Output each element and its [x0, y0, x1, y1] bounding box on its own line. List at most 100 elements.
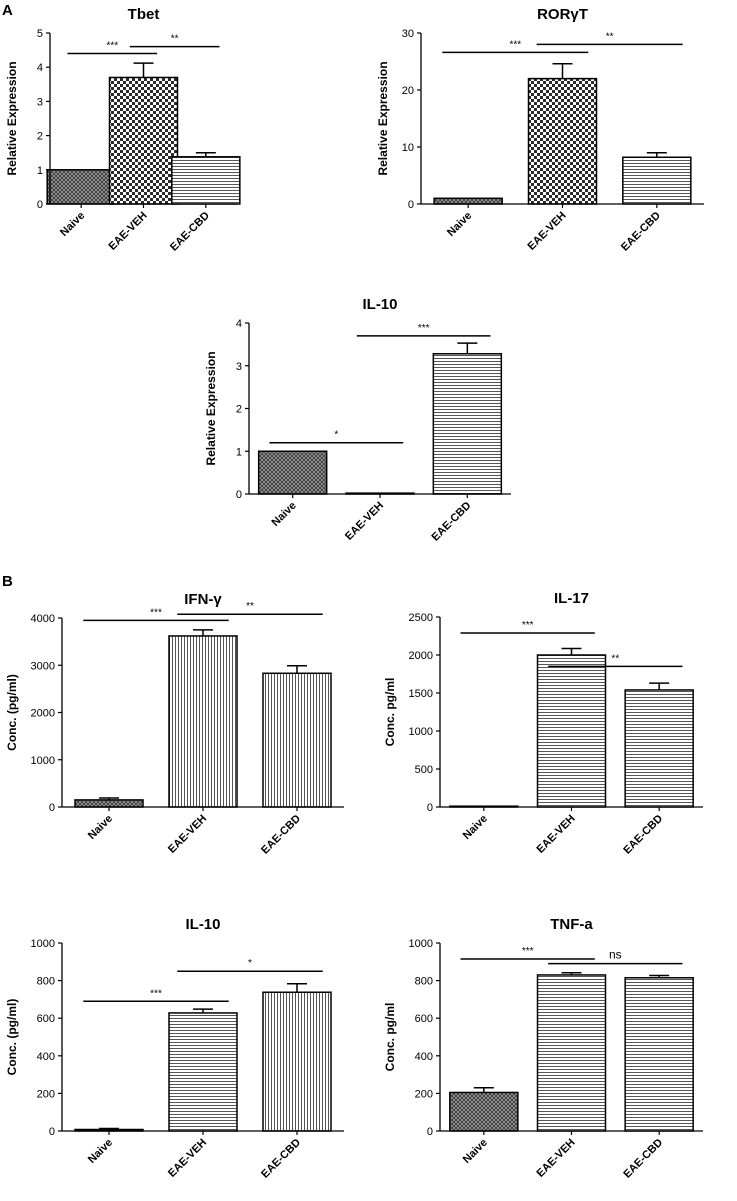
- significance-label: **: [611, 653, 619, 664]
- y-tick-label: 0: [236, 489, 242, 501]
- chart-5: IL-17 Conc. pg/ml 0 500 1000 1500 2000 2500 Naiv…: [383, 590, 703, 857]
- x-tick-label: EAE-VEH: [535, 813, 578, 856]
- x-tick-label: Naive: [86, 1137, 115, 1166]
- chart-3: IL-10 Relative Expression 0 1 2 3 4 Naive EAE-VE…: [204, 296, 511, 544]
- y-axis-label: Relative Expression: [204, 351, 218, 465]
- bar: [74, 799, 144, 808]
- x-tick-label: EAE-CBD: [259, 813, 303, 857]
- bar: [257, 450, 328, 495]
- x-tick-label: Naive: [270, 500, 299, 529]
- x-tick-label: EAE-CBD: [168, 210, 212, 254]
- y-tick-label: 1: [236, 446, 242, 458]
- y-tick-label: 1500: [409, 688, 433, 700]
- x-tick-label: EAE-VEH: [166, 813, 209, 856]
- y-tick-label: 3: [236, 361, 242, 373]
- y-tick-label: 2: [37, 131, 43, 143]
- chart-title: IL-10: [362, 296, 397, 313]
- y-axis-label: Conc. (pg/ml): [5, 674, 19, 751]
- y-tick-label: 1: [37, 165, 43, 177]
- significance-label: ***: [418, 323, 430, 334]
- y-tick-label: 800: [415, 976, 433, 988]
- x-tick-label: EAE-VEH: [535, 1137, 578, 1180]
- x-tick-label: EAE-VEH: [107, 210, 150, 253]
- x-tick-label: EAE-VEH: [526, 210, 569, 253]
- y-tick-label: 600: [415, 1013, 433, 1025]
- y-tick-label: 600: [37, 1013, 55, 1025]
- y-tick-label: 0: [427, 802, 433, 814]
- chart-title: Tbet: [128, 6, 160, 23]
- x-tick-label: EAE-CBD: [621, 813, 665, 857]
- y-tick-label: 5: [37, 28, 43, 40]
- y-tick-label: 200: [415, 1088, 433, 1100]
- y-tick-label: 200: [37, 1088, 55, 1100]
- y-tick-label: 10: [402, 142, 414, 154]
- y-tick-label: 2000: [409, 650, 433, 662]
- significance-label: ***: [509, 39, 521, 50]
- y-tick-label: 3000: [31, 660, 55, 672]
- significance-label: ***: [150, 988, 162, 999]
- y-tick-label: 0: [49, 1126, 55, 1138]
- y-tick-label: 800: [37, 976, 55, 988]
- x-tick-label: Naive: [58, 210, 87, 239]
- y-axis-label: Conc. (pg/ml): [5, 999, 19, 1076]
- x-tick-label: Naive: [461, 1137, 490, 1166]
- x-tick-label: EAE-VEH: [166, 1137, 209, 1180]
- bar: [433, 197, 503, 205]
- significance-label: ***: [522, 620, 534, 631]
- bar: [624, 689, 694, 808]
- x-tick-label: Naive: [445, 210, 474, 239]
- significance-label: ***: [522, 946, 534, 957]
- significance-label: **: [246, 601, 254, 612]
- chart-6: IL-10 Conc. (pg/ml) 0 200 400 600 800 1000 Naive…: [5, 916, 344, 1181]
- chart-4: IFN-γ Conc. (pg/ml) 0 1000 2000 3000 4000 Naive…: [5, 591, 344, 857]
- bar: [622, 156, 692, 205]
- y-tick-label: 1000: [31, 755, 55, 767]
- y-tick-label: 2: [236, 404, 242, 416]
- significance-label: *: [334, 430, 338, 441]
- significance-label: ***: [150, 607, 162, 618]
- bar: [527, 77, 598, 205]
- y-tick-label: 0: [49, 802, 55, 814]
- chart-1: Tbet Relative Expression 0 1 2 3 4 5 Naive EAE-VE…: [5, 6, 241, 254]
- bar: [432, 353, 503, 495]
- chart-title: IFN-γ: [184, 591, 222, 608]
- y-axis-label: Conc. pg/ml: [383, 678, 397, 747]
- bar: [624, 977, 694, 1132]
- y-tick-label: 20: [402, 85, 414, 97]
- chart-title: RORγT: [537, 6, 588, 23]
- x-tick-label: EAE-VEH: [343, 500, 386, 543]
- y-tick-label: 0: [427, 1126, 433, 1138]
- y-tick-label: 4000: [31, 613, 55, 625]
- x-tick-label: EAE-CBD: [621, 1137, 665, 1181]
- bar: [449, 1091, 519, 1132]
- panel-label-a: A: [2, 2, 13, 19]
- significance-label: ns: [609, 948, 622, 962]
- bar: [171, 156, 241, 205]
- y-tick-label: 2500: [409, 612, 433, 624]
- bar: [168, 635, 238, 808]
- bar: [46, 169, 116, 205]
- x-tick-label: EAE-CBD: [619, 210, 663, 254]
- y-tick-label: 0: [37, 199, 43, 211]
- y-tick-label: 2000: [31, 708, 55, 720]
- significance-label: ***: [106, 41, 118, 52]
- chart-2: RORγT Relative Expression 0 10 20 30 Naive EAE-…: [376, 6, 704, 254]
- chart-7: TNF-a Conc. pg/ml 0 200 400 600 800 1000 Naive EA…: [383, 916, 703, 1181]
- y-tick-label: 400: [415, 1051, 433, 1063]
- y-tick-label: 1000: [409, 938, 433, 950]
- chart-title: TNF-a: [550, 916, 593, 933]
- significance-label: **: [606, 31, 614, 42]
- significance-label: *: [248, 958, 252, 969]
- chart-title: IL-10: [185, 916, 220, 933]
- bar: [262, 991, 332, 1132]
- chart-title: IL-17: [554, 590, 589, 607]
- bar: [536, 974, 607, 1132]
- x-tick-label: Naive: [461, 813, 490, 842]
- x-tick-label: Naive: [86, 813, 115, 842]
- y-tick-label: 500: [415, 764, 433, 776]
- x-tick-label: EAE-CBD: [259, 1137, 303, 1181]
- y-tick-label: 1000: [409, 726, 433, 738]
- significance-label: **: [171, 34, 179, 45]
- bar: [168, 1012, 238, 1132]
